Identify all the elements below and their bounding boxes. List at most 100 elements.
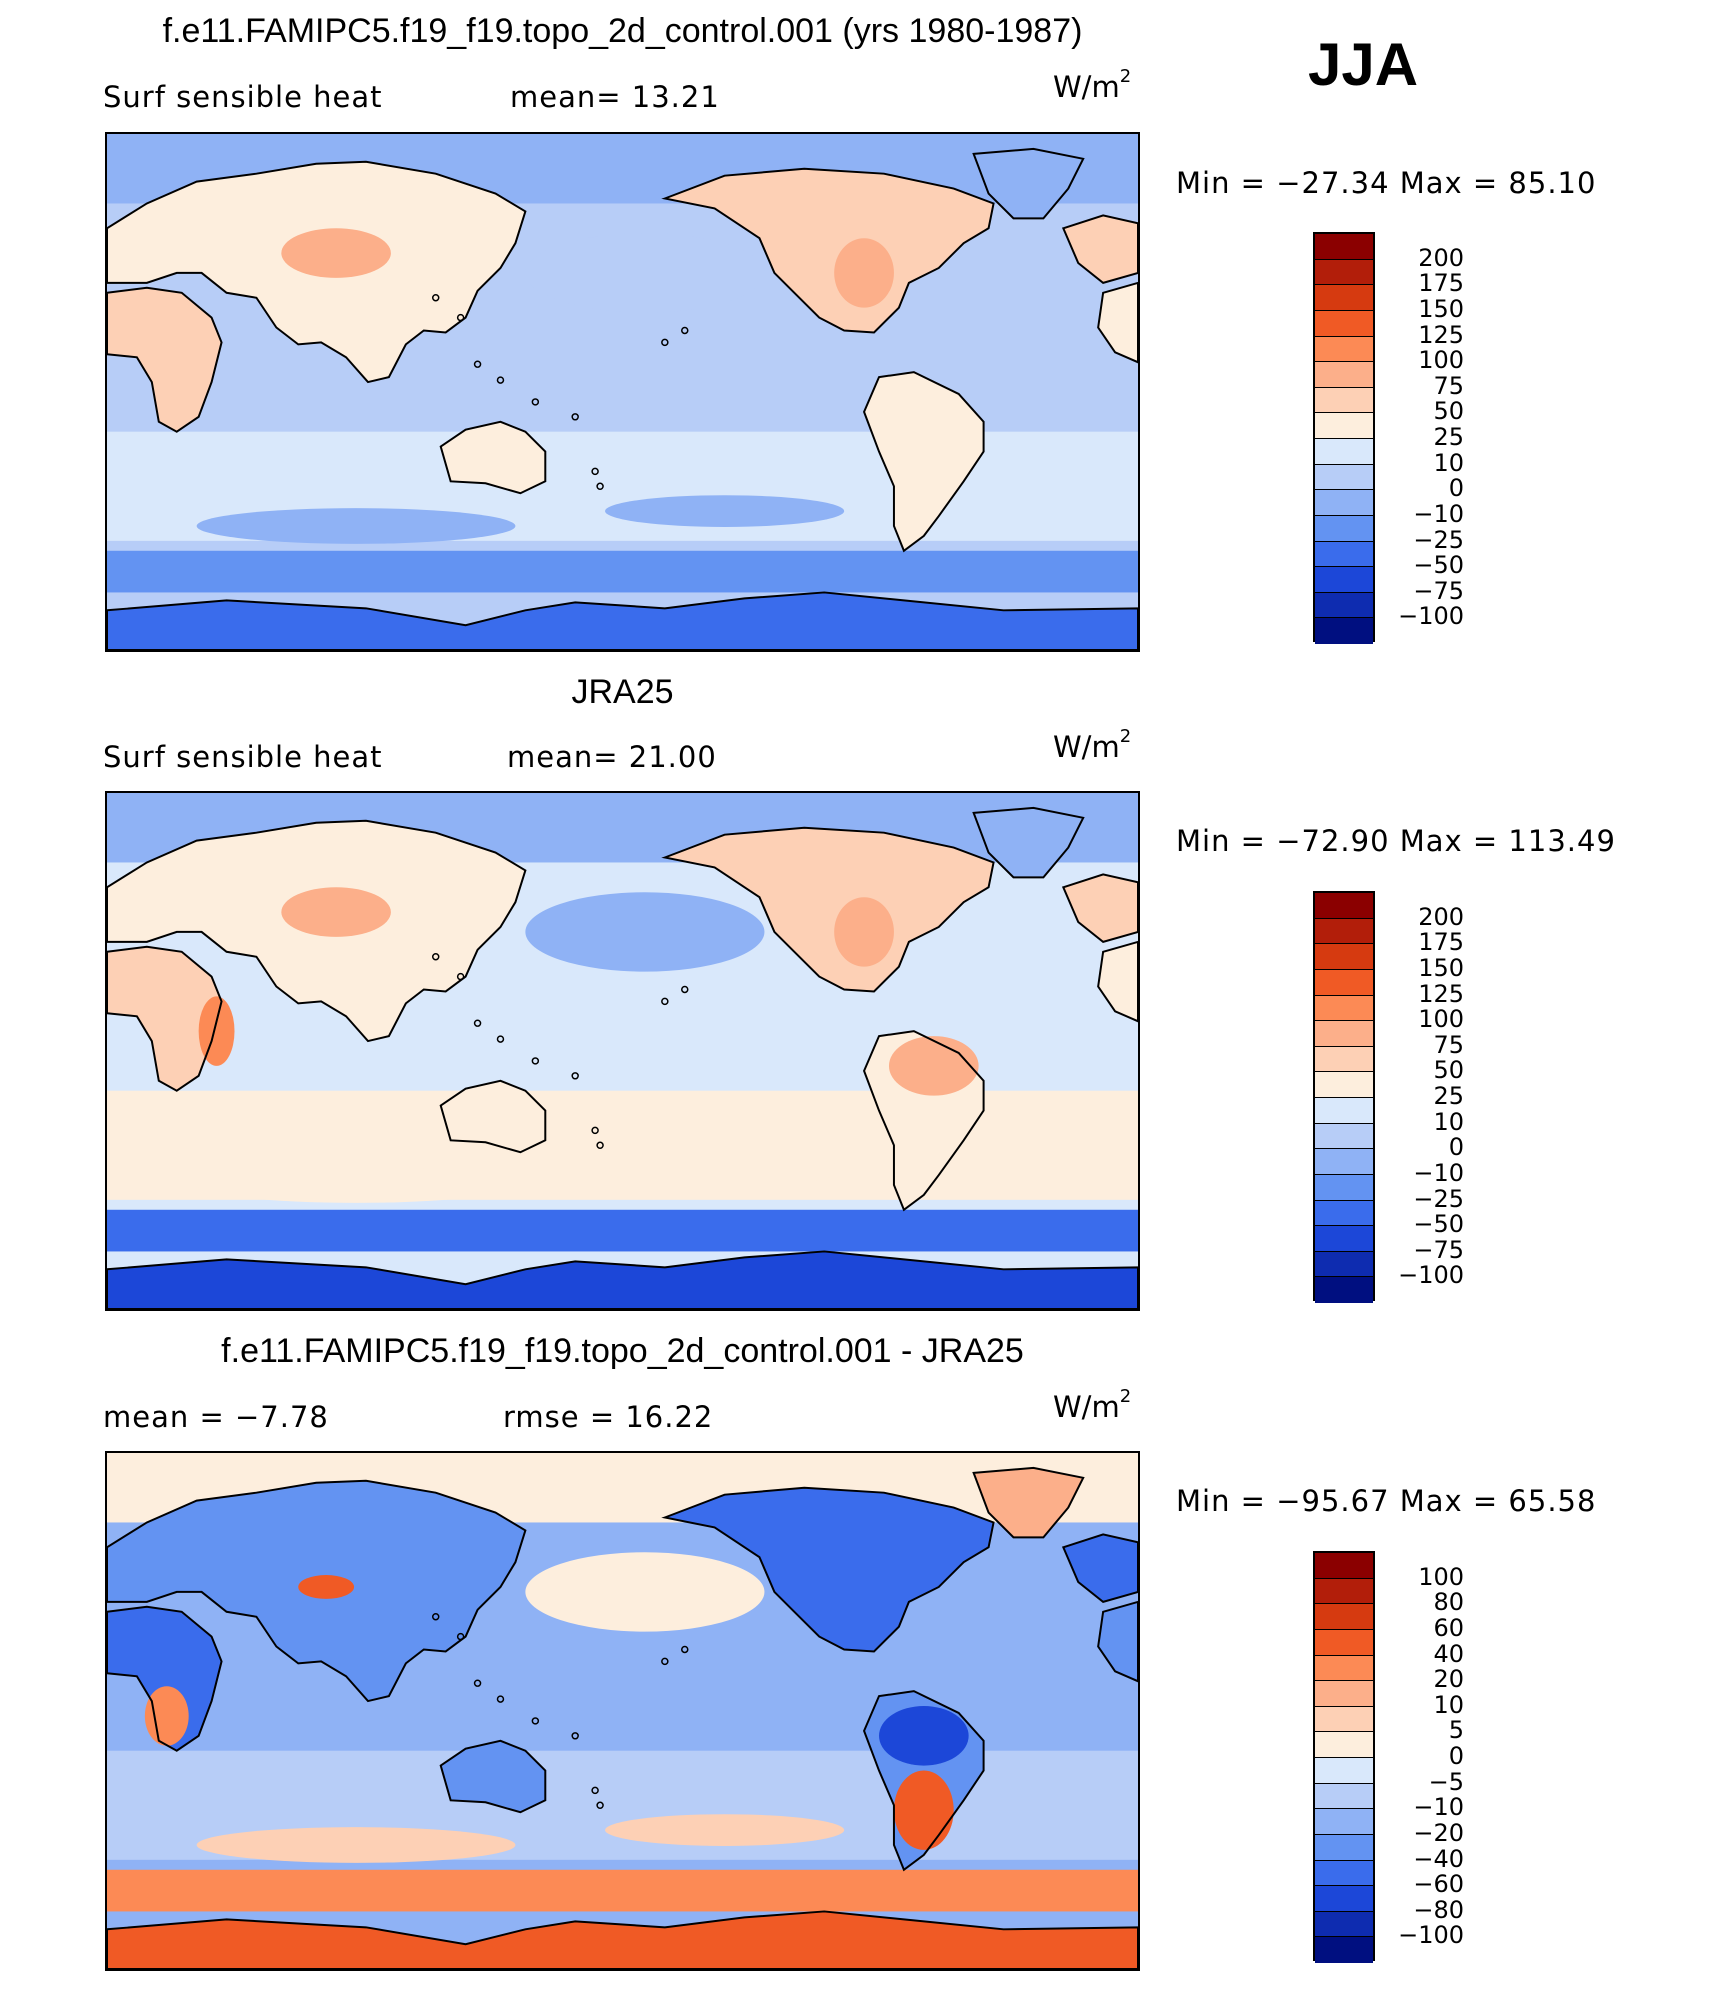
land-greenland <box>973 148 1084 219</box>
island-coastline <box>596 1141 604 1149</box>
colorbar-swatch <box>1315 541 1373 568</box>
land-australia <box>440 1740 546 1813</box>
colorbar-tick-label: 10 <box>1433 1690 1464 1719</box>
land-antarctica <box>107 1251 1138 1309</box>
panel1-colorbar <box>1313 232 1375 644</box>
coastline-europe <box>1061 1533 1138 1603</box>
coastline-namerica <box>661 167 995 334</box>
africa-warm-patch <box>198 996 235 1066</box>
land-australia <box>440 1080 546 1153</box>
map-field-layer <box>107 793 1138 1309</box>
colorbar-tick-label: −25 <box>1413 525 1464 554</box>
colorbar-swatch <box>1315 592 1373 619</box>
colorbar-tick-label: 60 <box>1433 1613 1464 1642</box>
land-europe <box>1063 874 1138 942</box>
colorbar-swatch <box>1315 1021 1373 1047</box>
colorbar-swatch <box>1315 234 1373 260</box>
colorbar-swatch <box>1315 1226 1373 1252</box>
island-coastline <box>661 1657 669 1666</box>
africa-anomaly <box>144 1686 189 1746</box>
colorbar-tick-label: −50 <box>1413 1210 1464 1239</box>
coastline-europe <box>1061 214 1138 284</box>
colorbar-swatch <box>1315 969 1373 996</box>
colorbar-swatch <box>1315 1251 1373 1278</box>
antarctic-margin-band <box>107 550 1138 593</box>
colorbar-tick-label: −5 <box>1428 1767 1464 1796</box>
colorbar-tick-label: −10 <box>1413 1793 1464 1822</box>
samerica-warm-patch <box>888 1036 979 1096</box>
coastline-greenland <box>972 1466 1085 1539</box>
island-coastline <box>456 972 465 981</box>
colorbar-tick-label: −60 <box>1413 1870 1464 1899</box>
colorbar-swatch <box>1315 995 1373 1022</box>
colorbar-swatch <box>1315 362 1373 388</box>
panel2-map-field <box>107 793 1138 1309</box>
colorbar-tick-label: 25 <box>1433 423 1464 451</box>
island-coastline <box>591 1786 599 1795</box>
colorbar-tick-label: 75 <box>1433 371 1464 400</box>
island-coastline <box>596 1801 604 1809</box>
panel2-variable-label: Surf sensible heat <box>103 740 383 774</box>
colorbar-swatch <box>1315 1937 1373 1963</box>
island-coastline <box>661 997 669 1006</box>
north-pacific-patch <box>525 233 765 313</box>
panel2-minmax: Min = −72.90 Max = 113.49 <box>1176 824 1616 858</box>
coastline-africa <box>107 945 223 1092</box>
island-coastline <box>681 1645 689 1654</box>
colorbar-swatch <box>1315 1681 1373 1707</box>
southern-ocean-patch <box>196 1167 516 1203</box>
land-antarctica <box>107 592 1138 650</box>
island-coastline <box>496 376 505 384</box>
panel1-variable-label: Surf sensible heat <box>103 80 383 114</box>
land-namerica <box>664 827 994 992</box>
colorbar-tick-label: −50 <box>1413 551 1464 580</box>
colorbar-tick-label: 175 <box>1418 269 1464 298</box>
panel1-map-field <box>107 134 1138 650</box>
panel1-map <box>105 132 1140 652</box>
island-coastline <box>456 1632 465 1641</box>
panel3-title: f.e11.FAMIPC5.f19_f19.topo_2d_control.00… <box>221 1332 1024 1370</box>
colorbar-swatch <box>1315 1655 1373 1682</box>
coastline-australia <box>439 420 547 495</box>
coastline-eurasia <box>107 819 527 1043</box>
colorbar-tick-label: 10 <box>1433 1107 1464 1136</box>
colorbar-tick-label: 50 <box>1433 397 1464 426</box>
colorbar-tick-label: −75 <box>1413 576 1464 605</box>
colorbar-tick-label: 10 <box>1433 448 1464 477</box>
land-westafrica <box>1098 1601 1138 1682</box>
colorbar-tick-label: 0 <box>1448 1742 1464 1770</box>
panel3-map <box>105 1451 1140 1971</box>
colorbar-tick-label: 200 <box>1418 243 1464 272</box>
panel2-colorbar-labels: 200 175 150 125 100 75 50 25 10 0 −10 −25 −50 −75 −100 <box>1394 891 1484 1301</box>
southern-ocean-patch <box>605 495 845 527</box>
colorbar-swatch <box>1315 1277 1373 1303</box>
colorbar-tick-label: 20 <box>1433 1665 1464 1694</box>
colorbar-swatch <box>1315 1834 1373 1861</box>
island-coastline <box>531 1717 540 1725</box>
colorbar-swatch <box>1315 944 1373 970</box>
panel3-colorbar-labels: 100 80 60 40 20 10 5 0 −5 −10 −20 −40 −60 −80 −100 <box>1394 1551 1484 1961</box>
antarctic-margin-band <box>107 1209 1138 1252</box>
colorbar-tick-label: −80 <box>1413 1895 1464 1924</box>
colorbar-tick-label: 150 <box>1418 953 1464 982</box>
colorbar-swatch <box>1315 1911 1373 1938</box>
colorbar-swatch <box>1315 310 1373 337</box>
island-coastline <box>531 1057 540 1065</box>
namerica-warm-patch <box>834 238 894 308</box>
island-coastline <box>473 1019 482 1027</box>
island-coastline <box>571 413 579 421</box>
antarctic-margin-band <box>107 1869 1138 1912</box>
coastline-samerica <box>862 1030 985 1212</box>
colorbar-tick-label: 200 <box>1418 902 1464 931</box>
colorbar-tick-label: −40 <box>1413 1844 1464 1873</box>
land-europe <box>1063 215 1138 283</box>
island-coastline <box>571 1732 579 1740</box>
colorbar-swatch <box>1315 1732 1373 1758</box>
colorbar-swatch <box>1315 1578 1373 1605</box>
island-coastline <box>431 953 440 961</box>
colorbar-swatch <box>1315 1758 1373 1784</box>
colorbar-swatch <box>1315 567 1373 593</box>
land-australia <box>440 421 546 494</box>
colorbar-tick-label: −25 <box>1413 1184 1464 1213</box>
land-greenland <box>973 1467 1084 1538</box>
